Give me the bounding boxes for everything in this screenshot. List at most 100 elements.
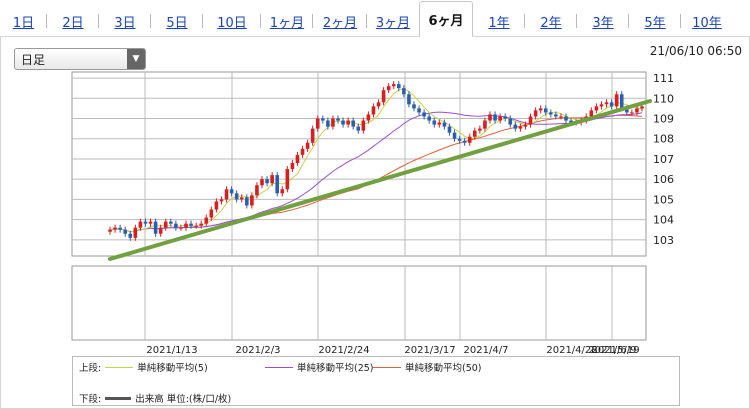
tab-10y[interactable]: 10年: [692, 15, 722, 31]
x-tick-label: 2021/2/3: [236, 345, 281, 356]
candle-body: [589, 110, 594, 117]
candle-body: [113, 227, 117, 230]
x-tick-label: 2021/3/17: [404, 345, 455, 356]
candle-body: [391, 84, 396, 87]
candle-body: [462, 140, 467, 143]
candle-body: [321, 118, 325, 121]
y-tick-label: 110: [653, 92, 674, 105]
candle-body: [533, 110, 538, 117]
candle-body: [351, 120, 355, 127]
candle-body: [599, 104, 604, 107]
period-tabs: 1日 2日 3日 5日 10日 1ヶ月 2ヶ月 3ヶ月 6ヶ月 1年 2年 3年…: [0, 0, 750, 37]
candle-body: [295, 154, 300, 163]
tab-6m[interactable]: 6ヶ月: [419, 1, 473, 37]
candle-body: [594, 106, 599, 111]
candle-body: [422, 112, 426, 117]
legend-ma50-swatch: [373, 366, 401, 368]
candle-body: [493, 114, 497, 121]
candle-body: [331, 118, 335, 127]
candle-body: [224, 189, 229, 200]
candle-body: [376, 102, 381, 107]
tab-3y[interactable]: 3年: [577, 6, 629, 36]
candle-body: [488, 114, 492, 121]
candle-body: [569, 120, 573, 123]
legend-ma5: 単純移動平均(5): [137, 363, 208, 374]
candle-body: [315, 118, 320, 129]
candle-body: [346, 120, 350, 125]
ma25-line: [109, 111, 643, 233]
candle-body: [148, 221, 153, 224]
tab-2d[interactable]: 2日: [47, 6, 99, 36]
x-tick-label: 2021/4/7: [464, 345, 509, 356]
candle-body: [133, 227, 138, 238]
candle-body: [457, 138, 462, 141]
candle-body: [609, 102, 614, 107]
y-tick-label: 108: [653, 133, 674, 146]
tab-1y[interactable]: 1年: [473, 6, 525, 36]
candle-body: [528, 116, 533, 125]
tab-1m[interactable]: 1ヶ月: [261, 6, 313, 36]
candle-body: [361, 120, 366, 131]
legend-ma25-swatch: [265, 366, 293, 368]
candle-body: [356, 126, 361, 131]
candle-body: [498, 116, 502, 121]
candle-body: [153, 221, 158, 234]
tab-2m[interactable]: 2ヶ月: [313, 6, 367, 36]
candle-body: [554, 114, 558, 117]
ma5-line: [109, 88, 643, 233]
candle-body: [255, 185, 259, 196]
candle-body: [239, 197, 244, 200]
candle-body: [503, 116, 507, 119]
candle-body: [407, 94, 411, 105]
period-select[interactable]: 日足 ▼: [14, 48, 146, 70]
candle-body: [209, 209, 214, 218]
candle-body: [169, 221, 173, 224]
candle-body: [250, 195, 254, 206]
candle-body: [402, 88, 406, 95]
candle-body: [559, 116, 563, 118]
candle-body: [523, 124, 528, 127]
tab-3d[interactable]: 3日: [99, 6, 151, 36]
candle-body: [310, 128, 315, 143]
candle-body: [123, 229, 127, 234]
candle-body: [229, 189, 234, 194]
tab-2y[interactable]: 2年: [525, 6, 577, 36]
candle-body: [549, 112, 553, 115]
y-tick-label: 107: [653, 153, 674, 166]
candle-body: [118, 227, 122, 230]
legend-upper-label: 上段:: [79, 363, 102, 374]
candle-body: [214, 201, 219, 210]
tab-3m[interactable]: 3ヶ月: [375, 15, 411, 31]
legend-ma25: 単純移動平均(25): [297, 363, 374, 374]
candle-body: [442, 122, 447, 127]
candle-body: [341, 120, 345, 125]
chevron-down-icon[interactable]: ▼: [127, 49, 145, 69]
y-tick-label: 104: [653, 214, 674, 227]
candle-body: [538, 108, 543, 111]
candle-body: [265, 179, 269, 184]
candle-body: [467, 136, 472, 143]
candle-body: [625, 108, 629, 113]
candle-body: [336, 118, 340, 121]
tab-1d[interactable]: 1日: [0, 6, 47, 36]
volume-panel: [71, 265, 647, 341]
candle-body: [452, 132, 457, 139]
candle-body: [427, 116, 431, 121]
candle-body: [635, 108, 639, 113]
legend-volume-swatch: [105, 396, 132, 400]
tab-5y[interactable]: 5年: [629, 6, 681, 36]
candle-body: [518, 126, 523, 129]
candle-body: [189, 223, 193, 226]
tab-5d[interactable]: 5日: [151, 6, 203, 36]
candle-body: [412, 104, 416, 109]
candle-body: [204, 217, 209, 224]
candle-body: [326, 120, 330, 127]
candle-body: [478, 128, 482, 131]
candle-body: [366, 114, 371, 121]
candle-body: [447, 126, 452, 133]
candle-body: [432, 120, 437, 125]
y-tick-label: 111: [653, 72, 674, 85]
tab-10d[interactable]: 10日: [203, 6, 261, 36]
candle-body: [163, 221, 168, 228]
